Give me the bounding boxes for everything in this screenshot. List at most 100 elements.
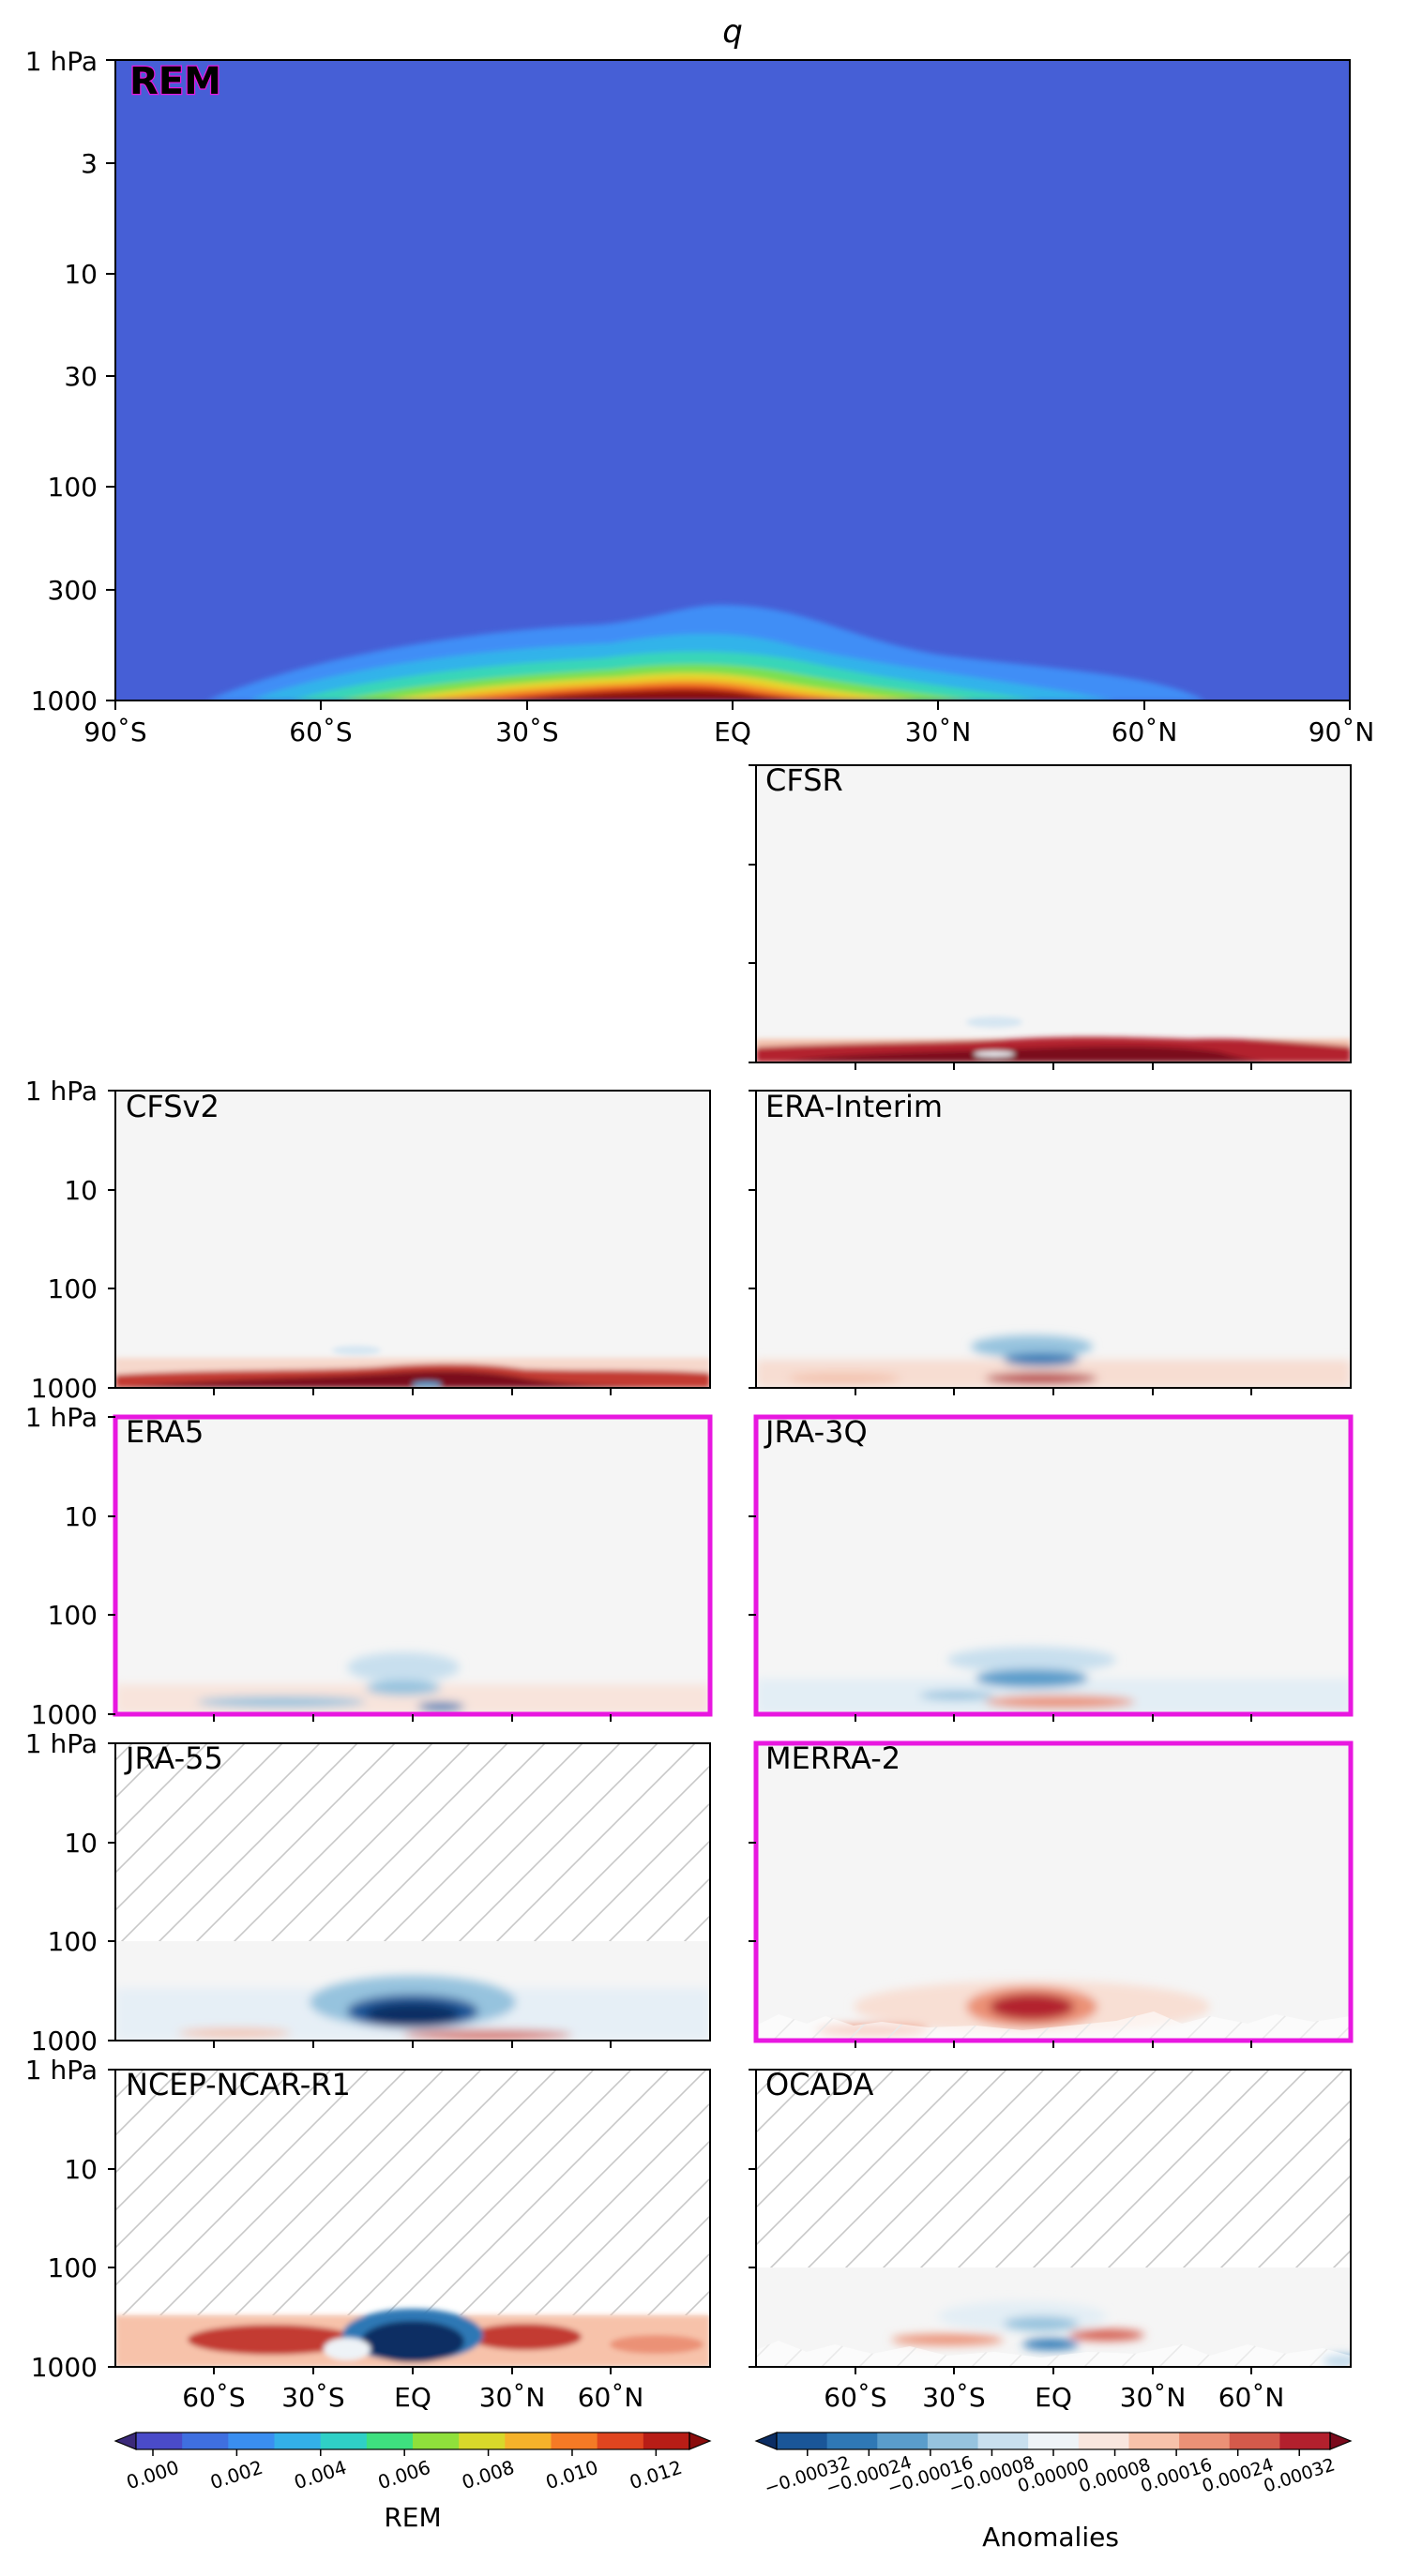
anomalies-colorbar-tick-label: 0.00032: [1261, 2454, 1338, 2496]
era-interim-panel-label: ERA-Interim: [765, 1089, 943, 1124]
era5-panel: ERA5 1 hPa 10 100 1000: [25, 1402, 713, 1730]
anomalies-colorbar-cell: [1279, 2433, 1331, 2449]
anomalies-colorbar: −0.00032−0.00024−0.00016−0.000080.000000…: [754, 2432, 1353, 2553]
ocada-xtick-60n: 60˚N: [1218, 2382, 1285, 2413]
era-interim-panel: ERA-Interim: [749, 1089, 1352, 1395]
jra55-panel-label: JRA-55: [124, 1740, 223, 1776]
rem-colorbar-cell: [551, 2433, 598, 2449]
rem-y-axis: 1 hPa 3 10 30 100 300 1000: [25, 46, 115, 716]
rem-ytick-300: 300: [48, 575, 98, 606]
anomalies-colorbar-extend-high: [1329, 2432, 1353, 2450]
ncep-ytick-1: 1 hPa: [25, 2055, 98, 2086]
rem-ytick-3: 3: [81, 148, 98, 179]
rem-colorbar-tick-label: 0.006: [375, 2456, 433, 2494]
jra55-hatch: [115, 1743, 710, 1941]
rem-colorbar-extend-low: [113, 2432, 137, 2450]
cfsv2-ytick-1000: 1000: [31, 1373, 98, 1404]
anomalies-colorbar-cells: [754, 2432, 1353, 2450]
rem-ytick-1: 1 hPa: [25, 46, 98, 77]
cfsv2-y-axis: 1 hPa 10 100 1000: [25, 1076, 612, 1404]
rem-colorbar-tick-label: 0.008: [459, 2456, 517, 2494]
ncep-xtick-eq: EQ: [394, 2382, 431, 2413]
figure-title: q: [722, 13, 743, 51]
cfsv2-panel-label: CFSv2: [126, 1089, 219, 1124]
ncep-ncar-r1-axes: 1 hPa 10 100 1000 60˚S 30˚S EQ 30˚N 60˚N: [25, 2055, 644, 2413]
ocada-xtick-eq: EQ: [1035, 2382, 1072, 2413]
anomalies-colorbar-cell: [1028, 2433, 1080, 2449]
merra2-heatmap: [756, 1743, 1351, 2041]
jra55-ytick-10: 10: [64, 1828, 98, 1859]
rem-xtick-30s: 30˚S: [495, 716, 558, 747]
rem-colorbar-extend-high: [688, 2432, 712, 2450]
ncep-ncar-r1-panel: NCEP-NCAR-R1 1 hPa 10 100 1000 60˚S 30˚S…: [25, 2055, 711, 2413]
rem-colorbar-cell: [459, 2433, 506, 2449]
era5-panel-label: ERA5: [126, 1414, 204, 1450]
jra3q-heatmap: [756, 1417, 1351, 1714]
jra55-ytick-100: 100: [48, 1926, 98, 1957]
anomalies-colorbar-label: Anomalies: [982, 2522, 1119, 2553]
era5-ytick-10: 10: [64, 1501, 98, 1532]
anomalies-colorbar-cell: [1179, 2433, 1231, 2449]
ocada-axes: 60˚S 30˚S EQ 30˚N 60˚N: [749, 2069, 1285, 2413]
anomalies-colorbar-ticks: −0.00032−0.00024−0.00016−0.000080.000000…: [762, 2449, 1338, 2499]
rem-colorbar-cell: [643, 2433, 690, 2449]
rem-colorbar-cell: [597, 2433, 644, 2449]
rem-colorbar-cell: [136, 2433, 183, 2449]
anomalies-colorbar-cell: [977, 2433, 1029, 2449]
merra2-panel-label: MERRA-2: [765, 1740, 900, 1776]
ocada-heatmap: [756, 2070, 1351, 2367]
ocada-panel-label: OCADA: [765, 2067, 874, 2102]
jra55-ytick-1000: 1000: [31, 2026, 98, 2056]
ncep-xtick-30s: 30˚S: [281, 2382, 344, 2413]
rem-xtick-60s: 60˚S: [289, 716, 352, 747]
cfsv2-heatmap: [115, 1091, 710, 1388]
rem-colorbar-cell: [182, 2433, 229, 2449]
anomalies-colorbar-cell: [1078, 2433, 1130, 2449]
era5-ytick-1000: 1000: [31, 1699, 98, 1730]
rem-colorbar-tick-label: 0.012: [627, 2456, 685, 2494]
rem-colorbar-cell: [228, 2433, 276, 2449]
rem-colorbar-ticks: 0.000 0.002 0.004 0.006 0.008 0.010 0.012: [124, 2449, 685, 2493]
ncep-ncar-r1-panel-label: NCEP-NCAR-R1: [126, 2067, 351, 2102]
rem-panel-label: REM: [129, 60, 221, 103]
cfsv2-ytick-1: 1 hPa: [25, 1076, 98, 1107]
rem-colorbar-cells: [113, 2432, 712, 2450]
anomalies-colorbar-cell: [777, 2433, 828, 2449]
rem-colorbar-tick-label: 0.002: [207, 2456, 265, 2494]
ncep-ncar-r1-hatch: [115, 2070, 710, 2315]
era5-y-axis: 1 hPa 10 100 1000: [25, 1402, 612, 1730]
rem-colorbar-cell: [505, 2433, 552, 2449]
ocada-hatch: [756, 2070, 1351, 2267]
anomalies-colorbar-cell: [877, 2433, 929, 2449]
anomalies-colorbar-cell: [927, 2433, 979, 2449]
ncep-ytick-10: 10: [64, 2154, 98, 2185]
ncep-xtick-30n: 30˚N: [479, 2382, 546, 2413]
ncep-ncar-r1-heatmap: [115, 2070, 710, 2367]
rem-xtick-90n: 90˚N: [1309, 716, 1375, 747]
cfsr-ticks: [749, 764, 1252, 1070]
rem-colorbar-cell: [274, 2433, 322, 2449]
era5-ytick-1: 1 hPa: [25, 1402, 98, 1433]
jra3q-ticks: [749, 1515, 1252, 1722]
rem-ytick-100: 100: [48, 472, 98, 503]
jra55-ytick-1: 1 hPa: [25, 1728, 98, 1759]
rem-colorbar-tick-label: 0.010: [543, 2456, 601, 2494]
anomalies-colorbar-cell: [826, 2433, 878, 2449]
rem-colorbar-cell: [366, 2433, 414, 2449]
cfsr-panel-label: CFSR: [765, 762, 843, 798]
cfsr-panel: CFSR: [749, 762, 1352, 1070]
rem-heatmap: [115, 60, 1350, 700]
rem-xtick-eq: EQ: [714, 716, 751, 747]
ocada-xtick-30s: 30˚S: [922, 2382, 985, 2413]
rem-colorbar-tick-label: 0.000: [124, 2456, 182, 2494]
ocada-panel: OCADA 60˚S 30˚S EQ 30˚N 60˚N: [749, 2067, 1352, 2413]
rem-colorbar: 0.000 0.002 0.004 0.006 0.008 0.010 0.012 REM: [113, 2432, 712, 2533]
rem-colorbar-cell: [320, 2433, 368, 2449]
anomalies-colorbar-extend-low: [754, 2432, 778, 2450]
rem-ytick-1000: 1000: [31, 685, 98, 716]
rem-ytick-30: 30: [64, 361, 98, 392]
rem-xtick-30n: 30˚N: [905, 716, 972, 747]
cfsv2-ytick-10: 10: [64, 1175, 98, 1206]
ncep-ytick-1000: 1000: [31, 2352, 98, 2383]
jra55-y-axis: 1 hPa 10 100 1000: [25, 1728, 612, 2056]
